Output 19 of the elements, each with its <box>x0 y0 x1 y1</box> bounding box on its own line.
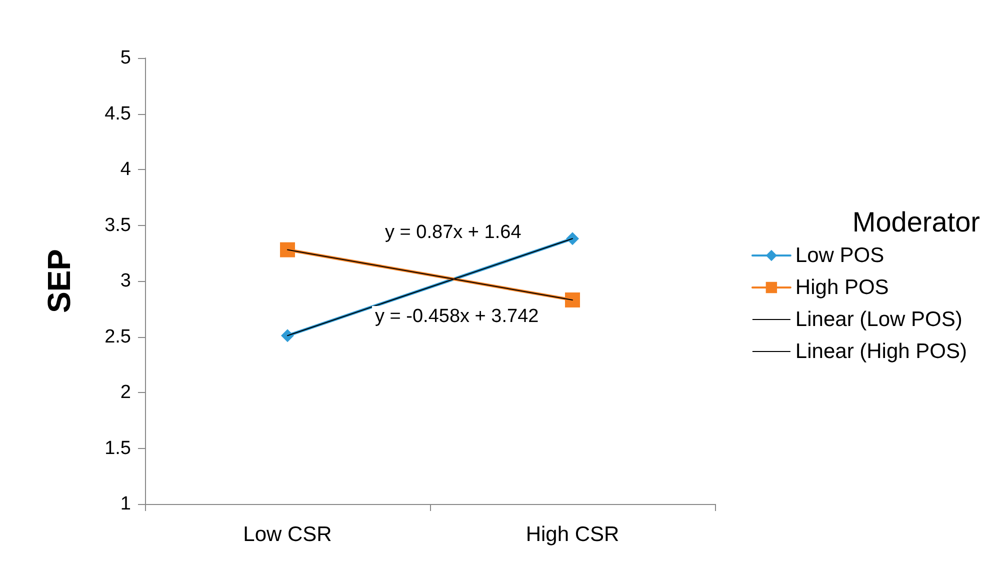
x-tick-label: High CSR <box>526 523 620 546</box>
legend-label: High POS <box>795 276 889 299</box>
y-tick-label: 4.5 <box>104 103 131 124</box>
legend-label: Linear (Low POS) <box>795 308 962 331</box>
legend-label: Low POS <box>795 244 884 267</box>
y-tick-label: 4 <box>120 159 132 180</box>
y-tick-label: 3 <box>120 270 131 292</box>
annotation: y = -0.458x + 3.742 <box>375 306 539 327</box>
y-tick-label: 2 <box>120 382 131 403</box>
annotation: y = 0.87x + 1.64 <box>385 222 522 243</box>
legend-title: Moderator <box>852 206 980 238</box>
y-tick-label: 2.5 <box>104 326 131 348</box>
x-tick-label: Low CSR <box>243 523 332 546</box>
legend-label: Linear (High POS) <box>795 340 968 363</box>
y-axis-title: SEP <box>41 248 77 314</box>
y-tick-label: 1.5 <box>104 438 131 459</box>
y-tick-label: 3.5 <box>104 214 131 236</box>
y-tick-label: 1 <box>120 494 131 514</box>
y-tick-label: 5 <box>120 48 131 68</box>
